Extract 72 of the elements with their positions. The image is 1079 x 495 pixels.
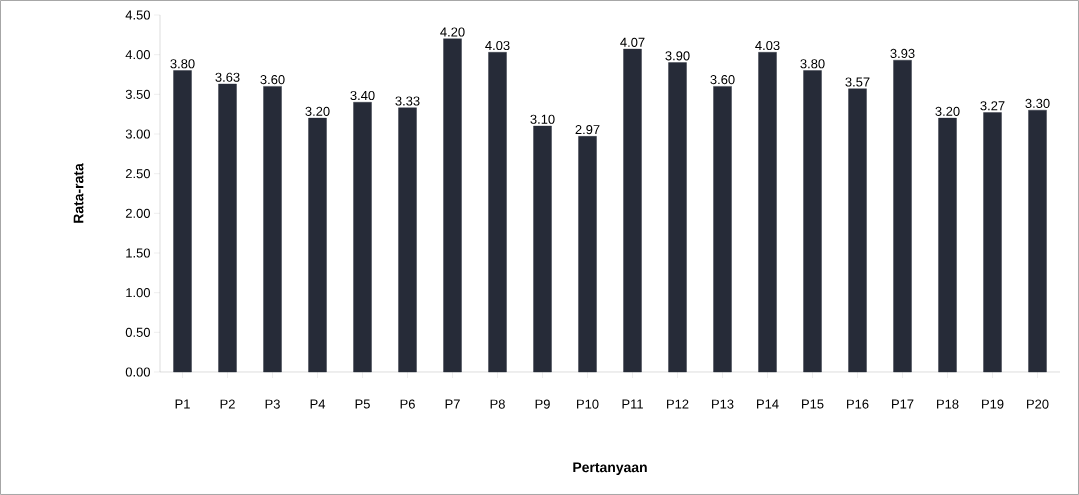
x-tick-label: P6	[400, 399, 415, 409]
y-tick-label: 4.50	[125, 10, 150, 20]
x-tick-label: P13	[712, 399, 734, 409]
y-tick-label: 4.00	[125, 50, 150, 60]
y-tick-label: 2.00	[125, 208, 150, 218]
x-tick-label: P4	[310, 399, 326, 409]
bar	[263, 86, 282, 373]
bar	[803, 70, 822, 373]
x-tick-label: P9	[535, 399, 550, 409]
bar	[713, 86, 732, 373]
bar	[353, 102, 372, 373]
data-label: 2.97	[575, 125, 600, 135]
data-label: 4.03	[755, 40, 780, 51]
x-tick-label: P3	[265, 399, 280, 409]
data-label: 4.07	[620, 37, 645, 47]
x-tick-label: P19	[982, 399, 1004, 409]
y-tick-label: 3.50	[125, 89, 150, 99]
bar	[308, 117, 327, 373]
bar	[1028, 109, 1047, 373]
x-tick-label: P16	[847, 399, 869, 409]
x-axis-title: Pertanyaan	[573, 462, 647, 475]
x-tick-label: P8	[490, 399, 505, 409]
data-label: 3.27	[980, 101, 1005, 111]
data-label: 3.33	[395, 96, 420, 106]
y-tick-label: 0.00	[125, 367, 150, 377]
bar	[938, 117, 957, 373]
data-label: 3.93	[890, 48, 915, 59]
bar	[983, 112, 1002, 373]
data-label: 3.20	[935, 106, 960, 116]
bar	[218, 83, 237, 373]
data-label: 3.30	[1025, 98, 1050, 108]
data-label: 3.80	[800, 59, 825, 69]
bar	[578, 136, 597, 373]
data-label: 3.63	[215, 72, 240, 82]
x-tick-label: P12	[667, 399, 689, 409]
bar	[398, 107, 417, 373]
data-label: 3.10	[530, 114, 555, 124]
x-tick-label: P18	[937, 399, 959, 409]
x-tick-label: P1	[175, 399, 190, 409]
y-axis-title: Rata-rata	[73, 163, 84, 223]
x-tick-label: P2	[220, 399, 235, 409]
x-tick-label: P10	[577, 399, 599, 409]
bar	[668, 62, 687, 373]
data-label: 4.20	[440, 27, 465, 37]
bar	[848, 88, 867, 373]
bar	[173, 70, 192, 373]
x-tick-label: P14	[757, 399, 779, 409]
bar	[893, 60, 912, 373]
data-label: 3.20	[305, 106, 330, 116]
data-label: 4.03	[485, 40, 510, 51]
y-tick-label: 1.00	[126, 288, 150, 298]
x-tick-label: P17	[892, 399, 914, 409]
bar	[758, 52, 777, 373]
y-tick-label: 1.50	[126, 248, 150, 258]
data-label: 3.80	[170, 59, 195, 69]
x-tick-label: P20	[1027, 399, 1049, 409]
x-tick-label: P5	[355, 399, 370, 409]
x-tick-label: P15	[802, 399, 824, 409]
bar	[488, 52, 507, 373]
data-label: 3.60	[260, 75, 285, 85]
y-tick-label: 3.00	[125, 129, 150, 139]
y-tick-label: 2.50	[125, 169, 150, 179]
bar	[623, 48, 642, 373]
data-label: 3.60	[710, 75, 735, 85]
bar	[533, 125, 552, 373]
data-label: 3.40	[350, 90, 375, 101]
data-label: 3.57	[845, 77, 870, 87]
x-tick-label: P11	[622, 399, 643, 409]
data-label: 3.90	[665, 51, 690, 61]
y-tick-label: 0.50	[125, 327, 150, 337]
bar	[443, 38, 462, 373]
x-tick-label: P7	[445, 399, 460, 409]
